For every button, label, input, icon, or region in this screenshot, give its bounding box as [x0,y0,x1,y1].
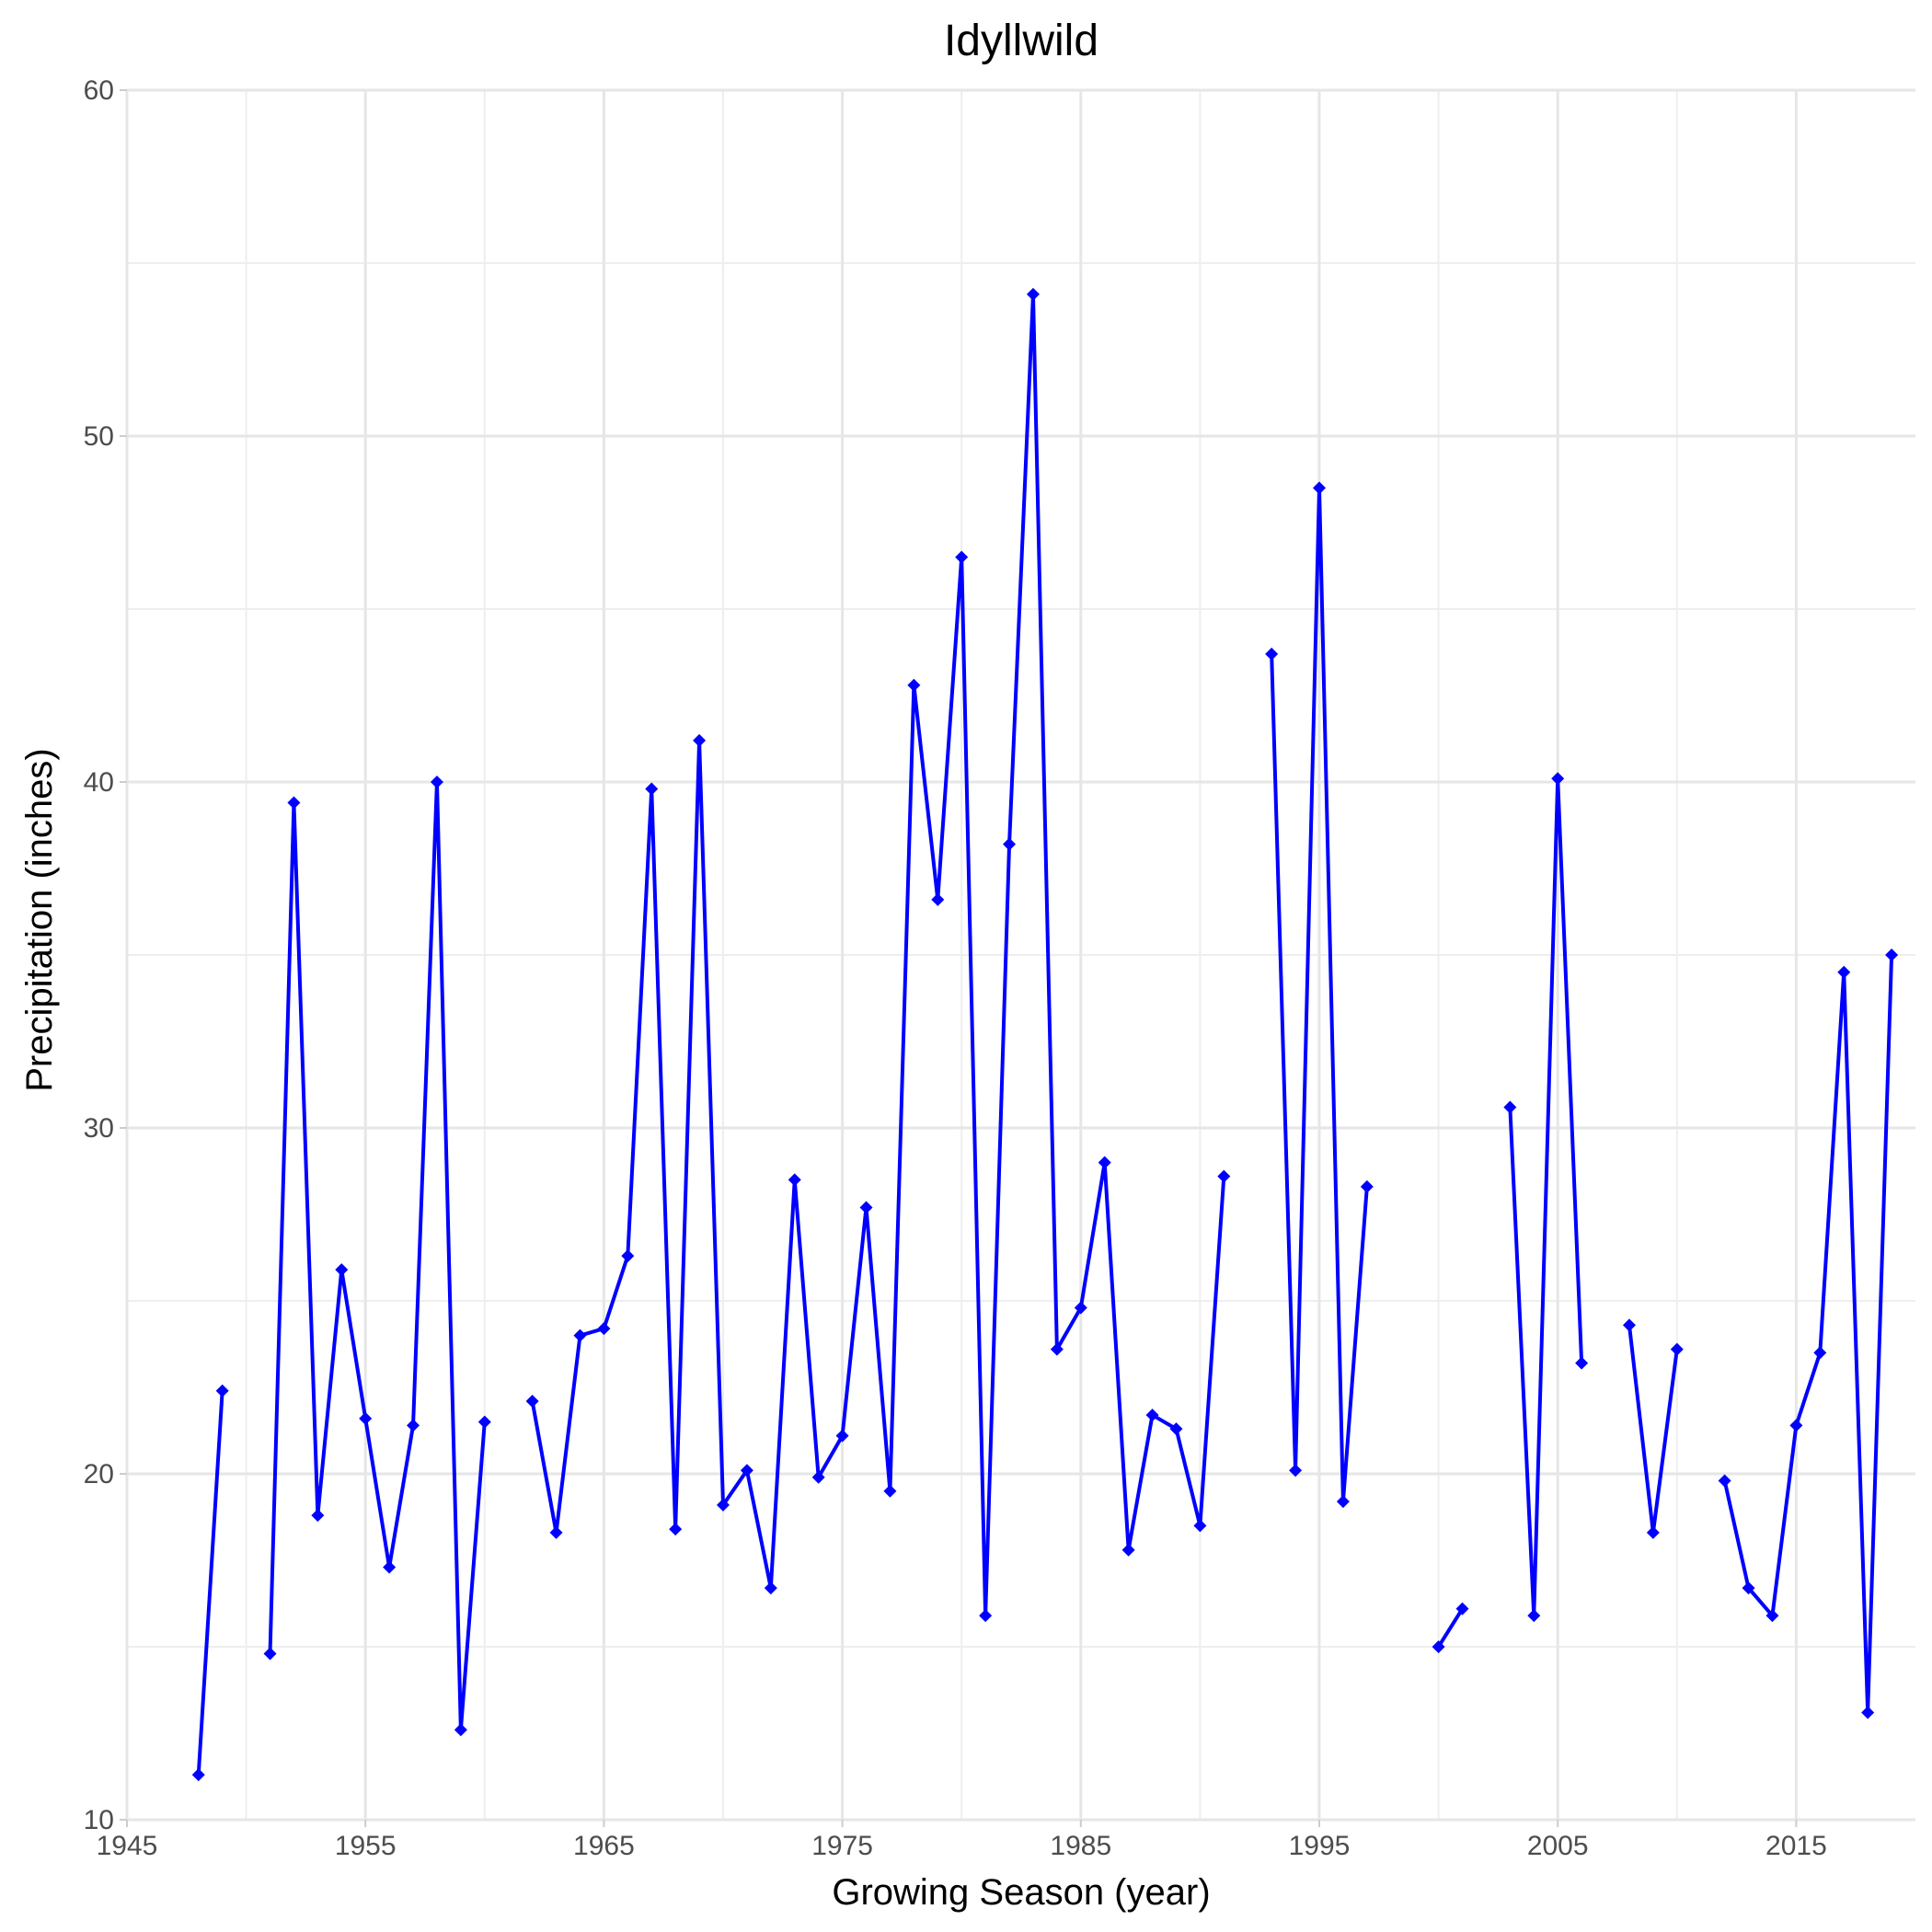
data-point [931,892,945,906]
data-point [1765,1609,1779,1623]
y-tick-label: 10 [84,1805,114,1835]
y-tick-label: 40 [84,767,114,798]
data-point [669,1523,683,1536]
series-line-segment [1508,776,1584,1618]
data-point [1098,1156,1111,1169]
data-point [1455,1602,1469,1616]
data-point [407,1419,420,1432]
series-line-segment [530,292,1226,1618]
axis-ticks: 1945 1955 1965 1975 1985 1995 2005 2015 10 20 30 40… [84,75,1827,1861]
x-tick-label: 1985 [1050,1831,1111,1861]
x-tick-label: 2015 [1765,1831,1827,1861]
y-tick-label: 60 [84,75,114,106]
data-point [645,782,659,796]
data-point [1026,287,1040,301]
data-point [1265,647,1279,661]
data-point [1813,1346,1827,1360]
grid [125,88,1915,1822]
x-tick-label: 1965 [573,1831,635,1861]
series-line-segment [196,1390,224,1776]
data-point [788,1173,801,1187]
data-point [1527,1609,1541,1623]
series-line-segment [268,780,487,1732]
data-point [573,1328,587,1342]
y-tick-label: 30 [84,1113,114,1144]
data-point [955,550,969,564]
data-point [621,1249,635,1263]
data-point [311,1509,325,1523]
x-tick-label: 1975 [811,1831,873,1861]
data-point [549,1525,563,1539]
data-point [1003,837,1017,851]
data-point [335,1263,349,1277]
series-line-segment [1436,1607,1465,1649]
data-point [287,796,301,810]
series-line-segment [1627,1325,1679,1535]
data-point [717,1498,730,1512]
data-point [1718,1474,1731,1488]
data-point [1121,1543,1135,1557]
data-point [1217,1169,1231,1183]
data-point [883,1484,897,1498]
data-point [979,1609,993,1623]
data-point [740,1464,753,1478]
data-point [1837,965,1851,979]
data-point [1336,1495,1350,1509]
chart-title: Idyllwild [944,17,1098,65]
y-tick-label: 20 [84,1459,114,1489]
data-point [693,733,707,747]
data-point [1742,1581,1755,1595]
data-point [1432,1640,1445,1653]
data-point [191,1768,205,1782]
data-point [1885,949,1899,961]
x-tick-label: 1955 [335,1831,397,1861]
data-point [1551,772,1565,786]
data-point [1789,1419,1803,1432]
data-point [859,1201,873,1214]
y-axis-label: Precipitation (inches) [19,748,60,1092]
x-tick-label: 2005 [1527,1831,1589,1861]
data-point [1050,1342,1064,1356]
data-point [430,776,443,788]
y-tick-label: 50 [84,421,114,452]
data-point [383,1560,397,1574]
data-point [811,1470,825,1484]
data-point [1575,1356,1589,1370]
data-point [477,1415,491,1429]
data-point [907,678,921,692]
data-point [263,1647,277,1661]
data-point [835,1429,849,1443]
data-point [1313,481,1326,495]
data-point [1074,1301,1087,1315]
data-point [1169,1422,1183,1436]
data-point [525,1395,539,1409]
data-point [1861,1706,1875,1719]
data-point [764,1581,777,1595]
data-point [215,1384,229,1397]
data-point [1646,1525,1660,1539]
data-point [1289,1464,1303,1478]
series-precipitation [191,287,1899,1782]
data-point [1360,1179,1374,1193]
data-point [454,1723,467,1737]
data-point [597,1322,611,1336]
x-axis-label: Growing Season (year) [832,1872,1210,1913]
data-point [1503,1100,1517,1114]
data-point [1145,1409,1159,1422]
x-tick-label: 1945 [97,1831,158,1861]
data-point [359,1411,373,1425]
data-point [1193,1519,1207,1533]
data-point [1670,1342,1684,1356]
data-point [1622,1318,1636,1332]
series-line-segment [1722,954,1894,1715]
x-tick-label: 1995 [1289,1831,1351,1861]
